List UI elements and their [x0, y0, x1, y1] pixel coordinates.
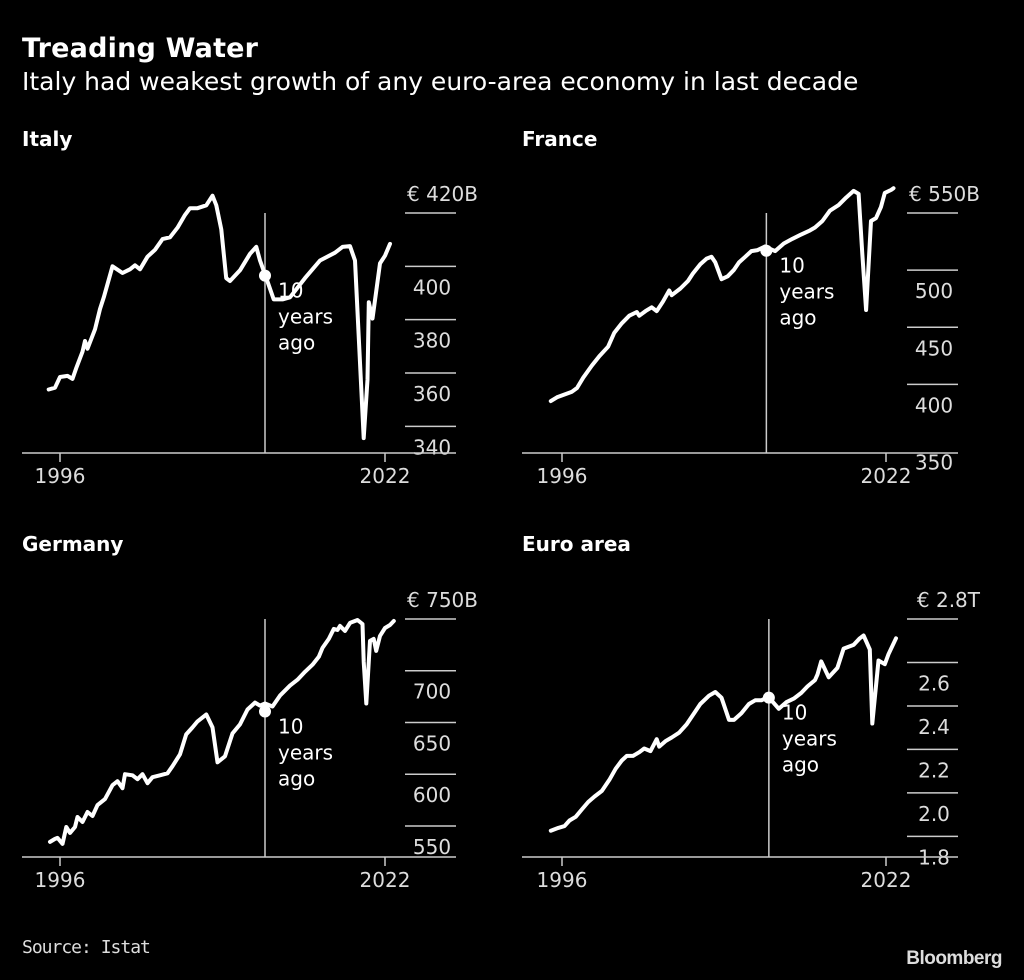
gdp-line-germany [48, 618, 396, 846]
panel-title-italy: Italy [22, 127, 73, 151]
y-tick-label-italy-3: 360 [413, 382, 451, 406]
y-tick-label-italy-4: 340 [413, 435, 451, 459]
gdp-line-italy [46, 193, 392, 441]
bloomberg-logo: Bloomberg [906, 948, 1002, 969]
gdp-line-euro [548, 633, 898, 833]
ten-years-ago-label-france-2: ago [779, 306, 816, 330]
y-tick-label-germany-2: 650 [413, 731, 451, 755]
x-tick-label-italy-1: 2022 [360, 464, 411, 488]
chart-subtitle: Italy had weakest growth of any euro-are… [22, 67, 859, 96]
gdp-line-france [548, 186, 896, 404]
y-tick-label-france-0: € 550B [909, 182, 980, 206]
panel-title-france: France [522, 127, 598, 151]
y-tick-label-euro-0: € 2.8T [917, 588, 981, 612]
chart-title: Treading Water [22, 33, 259, 64]
y-tick-label-euro-3: 2.2 [918, 758, 950, 782]
x-tick-label-italy-0: 1996 [35, 464, 86, 488]
ten-years-ago-label-euro-2: ago [782, 753, 819, 777]
y-tick-label-france-2: 450 [915, 336, 953, 360]
y-tick-label-euro-2: 2.4 [918, 715, 950, 739]
panel-title-euro-area: Euro area [522, 532, 631, 556]
y-tick-label-italy-0: € 420B [407, 182, 478, 206]
y-tick-label-france-3: 400 [915, 393, 953, 417]
x-tick-label-france-0: 1996 [537, 464, 588, 488]
ten-years-ago-label-italy-2: ago [278, 331, 315, 355]
x-tick-label-france-1: 2022 [861, 464, 912, 488]
y-tick-label-italy-1: 400 [413, 275, 451, 299]
ten-years-ago-label-euro-0: 10 [782, 701, 807, 725]
x-tick-label-germany-1: 2022 [360, 868, 411, 892]
x-tick-label-germany-0: 1996 [35, 868, 86, 892]
ten-years-ago-marker-euro [762, 691, 775, 704]
y-tick-label-germany-0: € 750B [407, 588, 478, 612]
ten-years-ago-label-france-0: 10 [779, 254, 804, 278]
ten-years-ago-label-italy-1: years [278, 305, 333, 329]
ten-years-ago-label-france-1: years [779, 280, 834, 304]
ten-years-ago-marker-france [760, 244, 773, 257]
y-tick-label-germany-4: 550 [413, 835, 451, 859]
source-note: Source: Istat [22, 937, 151, 958]
y-tick-label-germany-3: 600 [413, 783, 451, 807]
ten-years-ago-label-germany-2: ago [278, 767, 315, 791]
ten-years-ago-marker-germany [259, 705, 271, 718]
ten-years-ago-marker-italy [259, 269, 271, 282]
x-tick-label-euro-0: 1996 [537, 868, 588, 892]
ten-years-ago-label-germany-1: years [278, 741, 333, 765]
x-tick-label-euro-1: 2022 [861, 868, 912, 892]
ten-years-ago-label-germany-0: 10 [278, 715, 303, 739]
ten-years-ago-label-euro-1: years [782, 727, 837, 751]
y-tick-label-germany-1: 700 [413, 680, 451, 704]
panel-title-germany: Germany [22, 532, 124, 556]
y-tick-label-france-4: 350 [915, 451, 953, 475]
y-tick-label-euro-4: 2.0 [918, 802, 950, 826]
y-tick-label-france-1: 500 [915, 279, 953, 303]
y-tick-label-euro-1: 2.6 [918, 671, 950, 695]
ten-years-ago-label-italy-0: 10 [278, 279, 303, 303]
y-tick-label-italy-2: 380 [413, 329, 451, 353]
